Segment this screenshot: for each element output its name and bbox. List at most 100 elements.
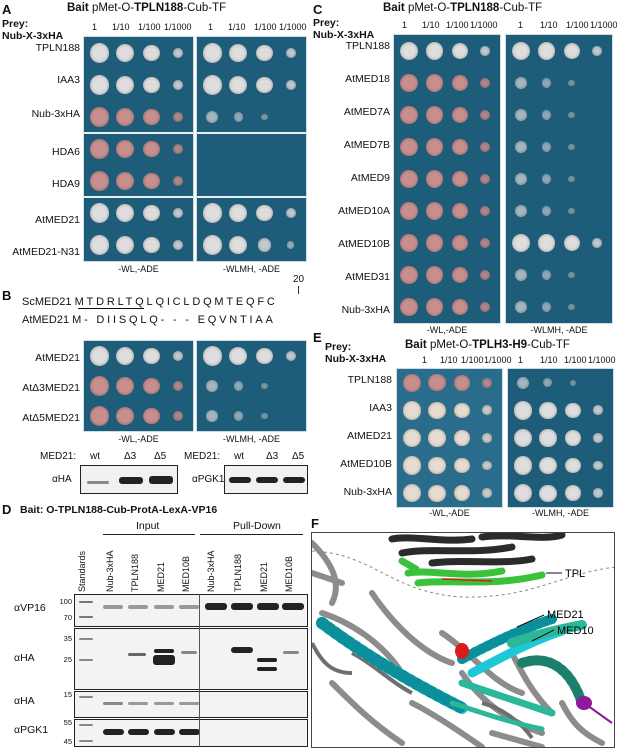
yeast-colony <box>563 43 580 59</box>
media-label-right: -WLMH, -ADE <box>532 508 589 518</box>
yeast-colony <box>513 428 532 448</box>
yeast-colony <box>89 171 109 191</box>
prey-line2: Nub-X-3xHA <box>2 30 64 42</box>
panel-e-plate-right <box>507 368 614 508</box>
panel-b-plate-right <box>196 340 307 432</box>
dilution-10: 1/10 <box>540 355 558 365</box>
panel-a-plate-right <box>196 36 307 262</box>
yeast-colony <box>261 412 268 420</box>
panel-a-plate-left <box>83 36 194 262</box>
input-pulldown-divider <box>199 594 200 747</box>
seq1: MTDRLTQLQICLDQMTEQFC <box>74 296 278 308</box>
dilution-100: 1/100 <box>254 22 277 32</box>
yeast-colony <box>143 140 160 158</box>
yeast-colony <box>399 137 419 157</box>
yeast-colony <box>261 113 268 121</box>
yeast-colony <box>480 110 491 120</box>
yeast-colony <box>206 409 219 423</box>
yeast-colony <box>568 79 575 87</box>
yeast-colony <box>256 204 273 222</box>
bait-prefix: Bait <box>383 2 405 14</box>
row-label: AtMED10B <box>340 458 392 470</box>
yeast-colony <box>202 346 222 366</box>
yeast-colony <box>116 140 135 158</box>
yeast-colony <box>593 433 604 443</box>
plate-divider <box>197 196 306 198</box>
yeast-colony <box>399 265 419 285</box>
panel-a-bait-title: Bait pMet-O-TPLN188-Cub-TF <box>67 2 226 14</box>
bait-prefix: Bait <box>67 2 89 14</box>
media-label-right: -WLMH, -ADE <box>223 434 280 444</box>
dilution-1: 1 <box>518 355 524 365</box>
yeast-colony <box>543 378 553 388</box>
yeast-colony <box>172 111 183 123</box>
mw-marker: 15 <box>63 690 72 699</box>
panel-b-letter: B <box>2 288 12 303</box>
yeast-colony <box>285 350 296 362</box>
panel-e-bait-title: Bait pMet-O-TPLH3-H9-Cub-TF <box>405 339 570 351</box>
bait-post: -Cub-TF <box>527 339 570 351</box>
yeast-colony <box>568 207 575 215</box>
yeast-colony <box>428 401 446 420</box>
yeast-colony <box>568 271 575 279</box>
yeast-colony <box>202 75 222 95</box>
bait-prefix: Bait <box>405 339 427 351</box>
yeast-colony <box>89 139 109 159</box>
yeast-colony <box>89 75 109 95</box>
yeast-colony <box>202 43 222 63</box>
yeast-colony <box>480 78 491 88</box>
yeast-colony <box>402 401 421 420</box>
yeast-colony <box>89 346 109 366</box>
yeast-colony <box>480 142 491 152</box>
yeast-colony <box>206 379 219 393</box>
yeast-colony <box>285 47 296 59</box>
yeast-colony <box>482 460 493 471</box>
dilution-10: 1/10 <box>440 355 458 365</box>
yeast-colony <box>89 376 109 396</box>
yeast-colony <box>287 241 295 249</box>
dilution-100: 1/100 <box>566 20 589 30</box>
row-label: AtMED10B <box>338 238 390 250</box>
yeast-colony <box>256 347 273 365</box>
yeast-colony <box>285 79 296 91</box>
panel-e-plate-left <box>396 368 503 508</box>
yeast-colony <box>593 488 604 499</box>
yeast-colony <box>172 143 183 155</box>
dilution-1: 1 <box>518 20 524 30</box>
yeast-colony <box>425 170 444 188</box>
yeast-colony <box>451 235 468 251</box>
row-label: AtMED21 <box>35 352 80 364</box>
media-label-left: -WL,-ADE <box>118 434 159 444</box>
dilution-1: 1 <box>402 20 408 30</box>
yeast-colony <box>116 172 135 190</box>
yeast-colony <box>541 142 551 152</box>
dilution-1000: 1/1000 <box>279 22 307 32</box>
yeast-colony <box>514 108 527 122</box>
yeast-colony <box>541 206 551 216</box>
yeast-colony <box>285 207 296 219</box>
yeast-colony <box>539 456 557 475</box>
yeast-colony <box>116 76 135 94</box>
alignment-row-sc: ScMED21 MTDRLTQLQICLDQMTEQFC <box>22 296 278 308</box>
yeast-colony <box>539 401 557 420</box>
yeast-colony <box>116 204 135 222</box>
yeast-colony <box>233 381 244 391</box>
yeast-colony <box>563 235 580 251</box>
prey-line2: Nub-X-3xHA <box>325 353 387 365</box>
plate-divider <box>197 132 306 134</box>
blot-lane-d5: Δ5 <box>292 451 305 462</box>
media-label-right: -WLMH, -ADE <box>223 264 280 274</box>
yeast-colony <box>402 373 421 392</box>
dilution-1000: 1/1000 <box>588 355 616 365</box>
lane-label: MED10B <box>284 555 294 592</box>
yeast-colony <box>143 108 160 126</box>
yeast-colony <box>428 484 446 502</box>
blot-ha-label: αHA <box>14 652 35 664</box>
media-label-left: -WL,-ADE <box>118 264 159 274</box>
row-label: AtMED31 <box>345 271 390 283</box>
mw-marker: 70 <box>63 613 72 622</box>
yeast-colony <box>592 238 603 248</box>
blot-lane-d3: Δ3 <box>266 451 279 462</box>
media-label-left: -WL,-ADE <box>426 325 468 335</box>
yeast-colony <box>172 47 183 59</box>
